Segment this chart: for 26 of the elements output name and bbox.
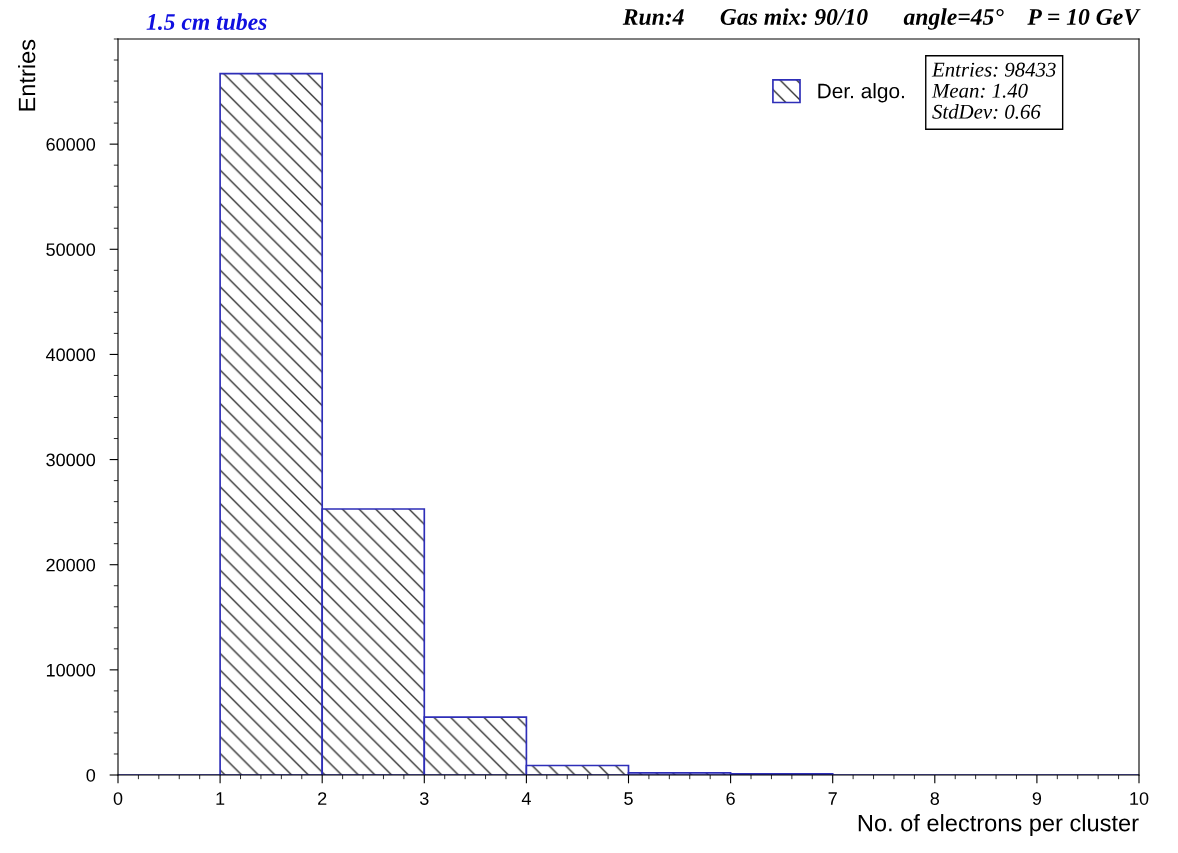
x-tick-label: 9 [1032, 792, 1042, 805]
y-tick-label: 10000 [46, 663, 96, 677]
x-tick-label: 7 [828, 792, 837, 805]
annotation: StdDev: 0.66 [932, 104, 1041, 119]
x-tick-label: 0 [113, 792, 123, 805]
y-tick-label: 20000 [46, 558, 96, 572]
x-tick-label: 10 [1130, 792, 1149, 805]
chart-subtitle: Run:4 Gas mix: 90/10 angle=45° P = 10 GeV [622, 8, 1141, 30]
x-tick-label: 2 [318, 792, 327, 805]
chart-title: 1.5 cm tubes [146, 13, 267, 31]
y-tick-label: 50000 [46, 243, 96, 257]
y-tick-label: 0 [86, 768, 96, 782]
y-tick-label: 60000 [46, 138, 96, 151]
x-tick-label: 8 [930, 792, 940, 805]
y-tick-label: 30000 [46, 453, 96, 467]
annotation: Mean: 1.40 [931, 83, 1028, 98]
y-tick-label: 40000 [45, 348, 96, 362]
x-axis-title: No. of electrons per cluster [858, 814, 1139, 837]
x-tick-label: 5 [624, 792, 633, 805]
x-tick-label: 6 [726, 792, 735, 805]
legend-label: Der. algo. [818, 83, 904, 103]
y-axis-title: Entries [18, 39, 36, 111]
x-tick-label: 1 [216, 792, 225, 805]
x-tick-label: 3 [419, 792, 429, 805]
x-tick-label: 4 [521, 792, 531, 805]
annotation: Entries: 98433 [931, 62, 1056, 77]
